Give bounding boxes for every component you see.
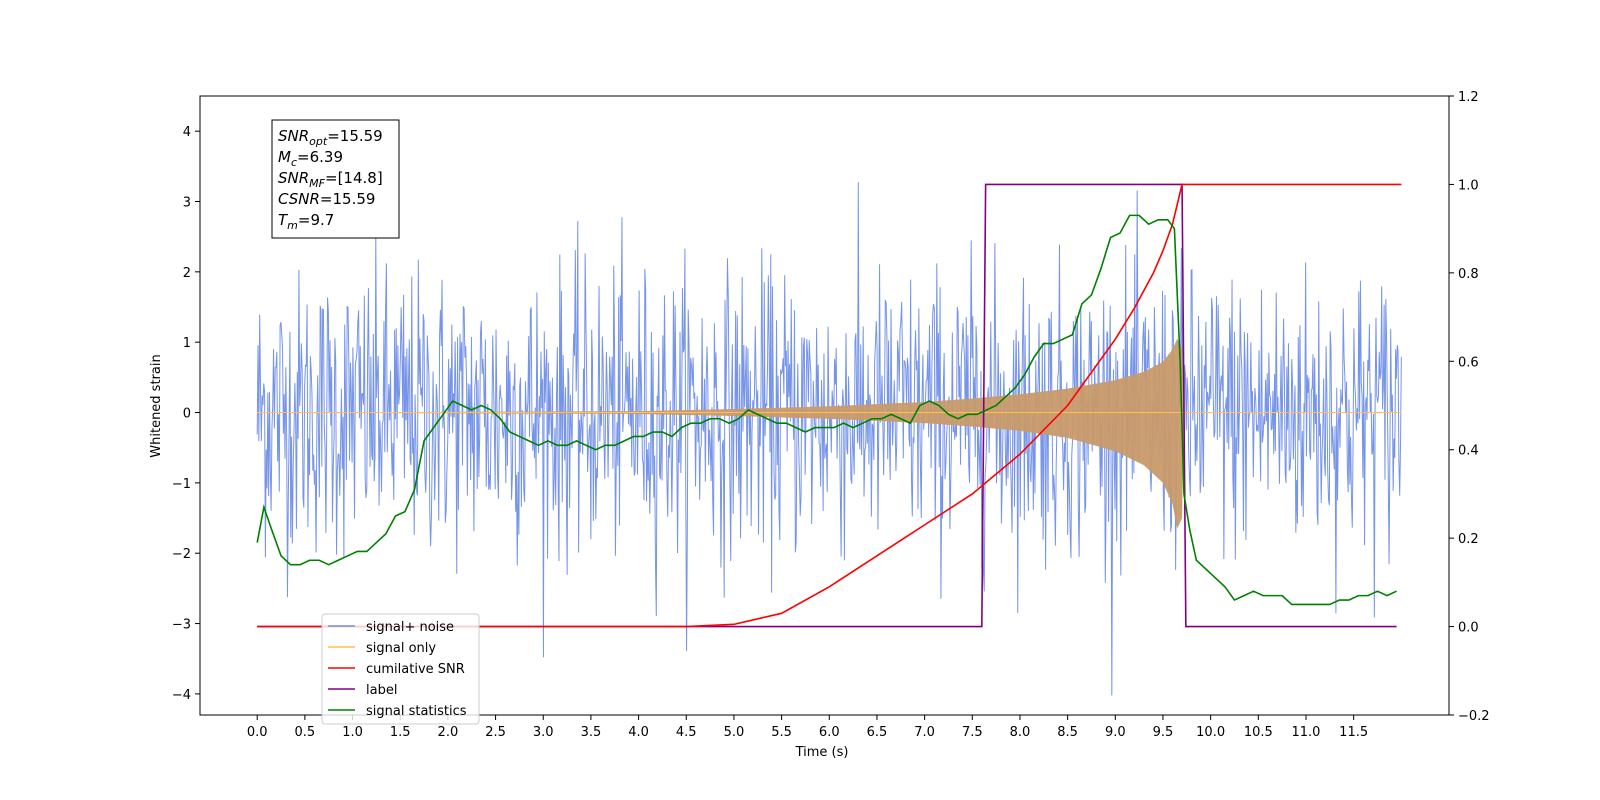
y-right-tick-label: 0.0 xyxy=(1458,621,1479,636)
x-tick-label: 10.0 xyxy=(1196,725,1225,740)
x-axis-label: Time (s) xyxy=(795,745,849,760)
y-left-tick-label: 2 xyxy=(183,266,191,281)
y-left-tick-label: −4 xyxy=(172,688,191,703)
info-symbol: T xyxy=(278,211,289,229)
legend-entry-label: cumilative SNR xyxy=(366,662,465,677)
x-tick-label: 0.0 xyxy=(247,725,268,740)
info-value: =[14.8] xyxy=(325,169,383,187)
info-value: =6.39 xyxy=(297,148,343,166)
info-value: =15.59 xyxy=(327,127,383,145)
x-tick-label: 4.5 xyxy=(676,725,697,740)
series-signal-statistics xyxy=(256,214,1397,606)
x-tick-label: 7.0 xyxy=(914,725,935,740)
x-tick-label: 8.5 xyxy=(1057,725,1078,740)
info-symbol: CSNR xyxy=(278,190,320,208)
info-subscript: c xyxy=(291,156,297,169)
info-line: Tm=9.7 xyxy=(278,211,334,232)
legend-entry-label: signal+ noise xyxy=(366,620,454,635)
y-left-tick-label: −3 xyxy=(172,618,191,633)
series-cumilative-snr xyxy=(257,183,1402,628)
x-tick-label: 5.0 xyxy=(724,725,745,740)
x-tick-label: 5.5 xyxy=(771,725,792,740)
info-value: =9.7 xyxy=(298,211,334,229)
x-tick-label: 2.5 xyxy=(485,725,506,740)
x-tick-label: 7.5 xyxy=(962,725,983,740)
x-tick-label: 3.0 xyxy=(533,725,554,740)
info-box-frame xyxy=(271,119,400,239)
info-line: CSNR=15.59 xyxy=(278,190,375,208)
y-left-tick-label: 3 xyxy=(183,196,191,211)
x-tick-label: 3.5 xyxy=(581,725,602,740)
x-tick-label: 6.5 xyxy=(867,725,888,740)
series-signal-only xyxy=(257,338,1402,529)
info-line: Mc=6.39 xyxy=(278,148,343,169)
x-tick-label: 6.0 xyxy=(819,725,840,740)
x-tick-label: 2.0 xyxy=(438,725,459,740)
legend-frame xyxy=(321,613,480,725)
y-right-tick-label: 0.4 xyxy=(1458,444,1479,459)
x-tick-label: 9.0 xyxy=(1105,725,1126,740)
legend: signal+ noise signal only cumilative SNR la… xyxy=(321,613,480,725)
y-left-tick-label: −1 xyxy=(172,477,191,492)
y-left-tick-label: 0 xyxy=(183,407,191,422)
info-symbol: SNR xyxy=(278,169,309,187)
info-subscript: MF xyxy=(309,177,325,190)
x-tick-label: 10.5 xyxy=(1244,725,1273,740)
y-left-tick-label: −2 xyxy=(172,547,191,562)
x-tick-label: 0.5 xyxy=(295,725,316,740)
info-value: =15.59 xyxy=(320,190,376,208)
y-left-tick-label: 1 xyxy=(183,336,191,351)
x-tick-label: 8.0 xyxy=(1010,725,1031,740)
series-label xyxy=(257,183,1397,628)
info-box: SNRopt=15.59Mc=6.39SNRMF=[14.8]CSNR=15.5… xyxy=(271,119,400,239)
y-axis-label: Whitened strain xyxy=(149,354,164,457)
x-tick-label: 11.0 xyxy=(1292,725,1321,740)
x-tick-label: 1.0 xyxy=(342,725,363,740)
y-right-tick-label: 0.8 xyxy=(1458,267,1479,282)
left-y-axis: −4 −3 −2 −1 0 1 2 3 4 xyxy=(172,125,200,703)
info-line: SNRopt=15.59 xyxy=(278,127,383,148)
plot-frame xyxy=(199,95,1450,716)
y-right-tick-label: 1.0 xyxy=(1458,178,1479,193)
x-tick-label: 9.5 xyxy=(1153,725,1174,740)
info-line: SNRMF=[14.8] xyxy=(278,169,383,190)
right-y-axis: −0.2 0.0 0.2 0.4 0.6 0.8 1.0 1.2 xyxy=(1449,90,1490,724)
info-subscript: m xyxy=(287,219,298,232)
legend-entry-label: signal only xyxy=(366,641,436,656)
info-subscript: opt xyxy=(309,135,328,148)
y-right-tick-label: 0.6 xyxy=(1458,355,1479,370)
x-tick-label: 11.5 xyxy=(1339,725,1368,740)
x-axis: 0.0 0.5 1.0 1.5 2.0 2.5 3.0 3.5 4.0 4.5 5.0 5.5 6.0 6… xyxy=(247,715,1368,740)
y-left-tick-label: 4 xyxy=(183,125,191,140)
y-right-tick-label: −0.2 xyxy=(1458,709,1490,724)
info-symbol: M xyxy=(278,148,291,166)
legend-entry-label: signal statistics xyxy=(366,704,467,719)
info-symbol: SNR xyxy=(278,127,309,145)
y-right-tick-label: 0.2 xyxy=(1458,532,1479,547)
x-tick-label: 1.5 xyxy=(390,725,411,740)
x-tick-label: 4.0 xyxy=(628,725,649,740)
legend-entry-label: label xyxy=(366,683,397,698)
y-right-tick-label: 1.2 xyxy=(1458,90,1479,105)
series-layer xyxy=(256,182,1402,696)
